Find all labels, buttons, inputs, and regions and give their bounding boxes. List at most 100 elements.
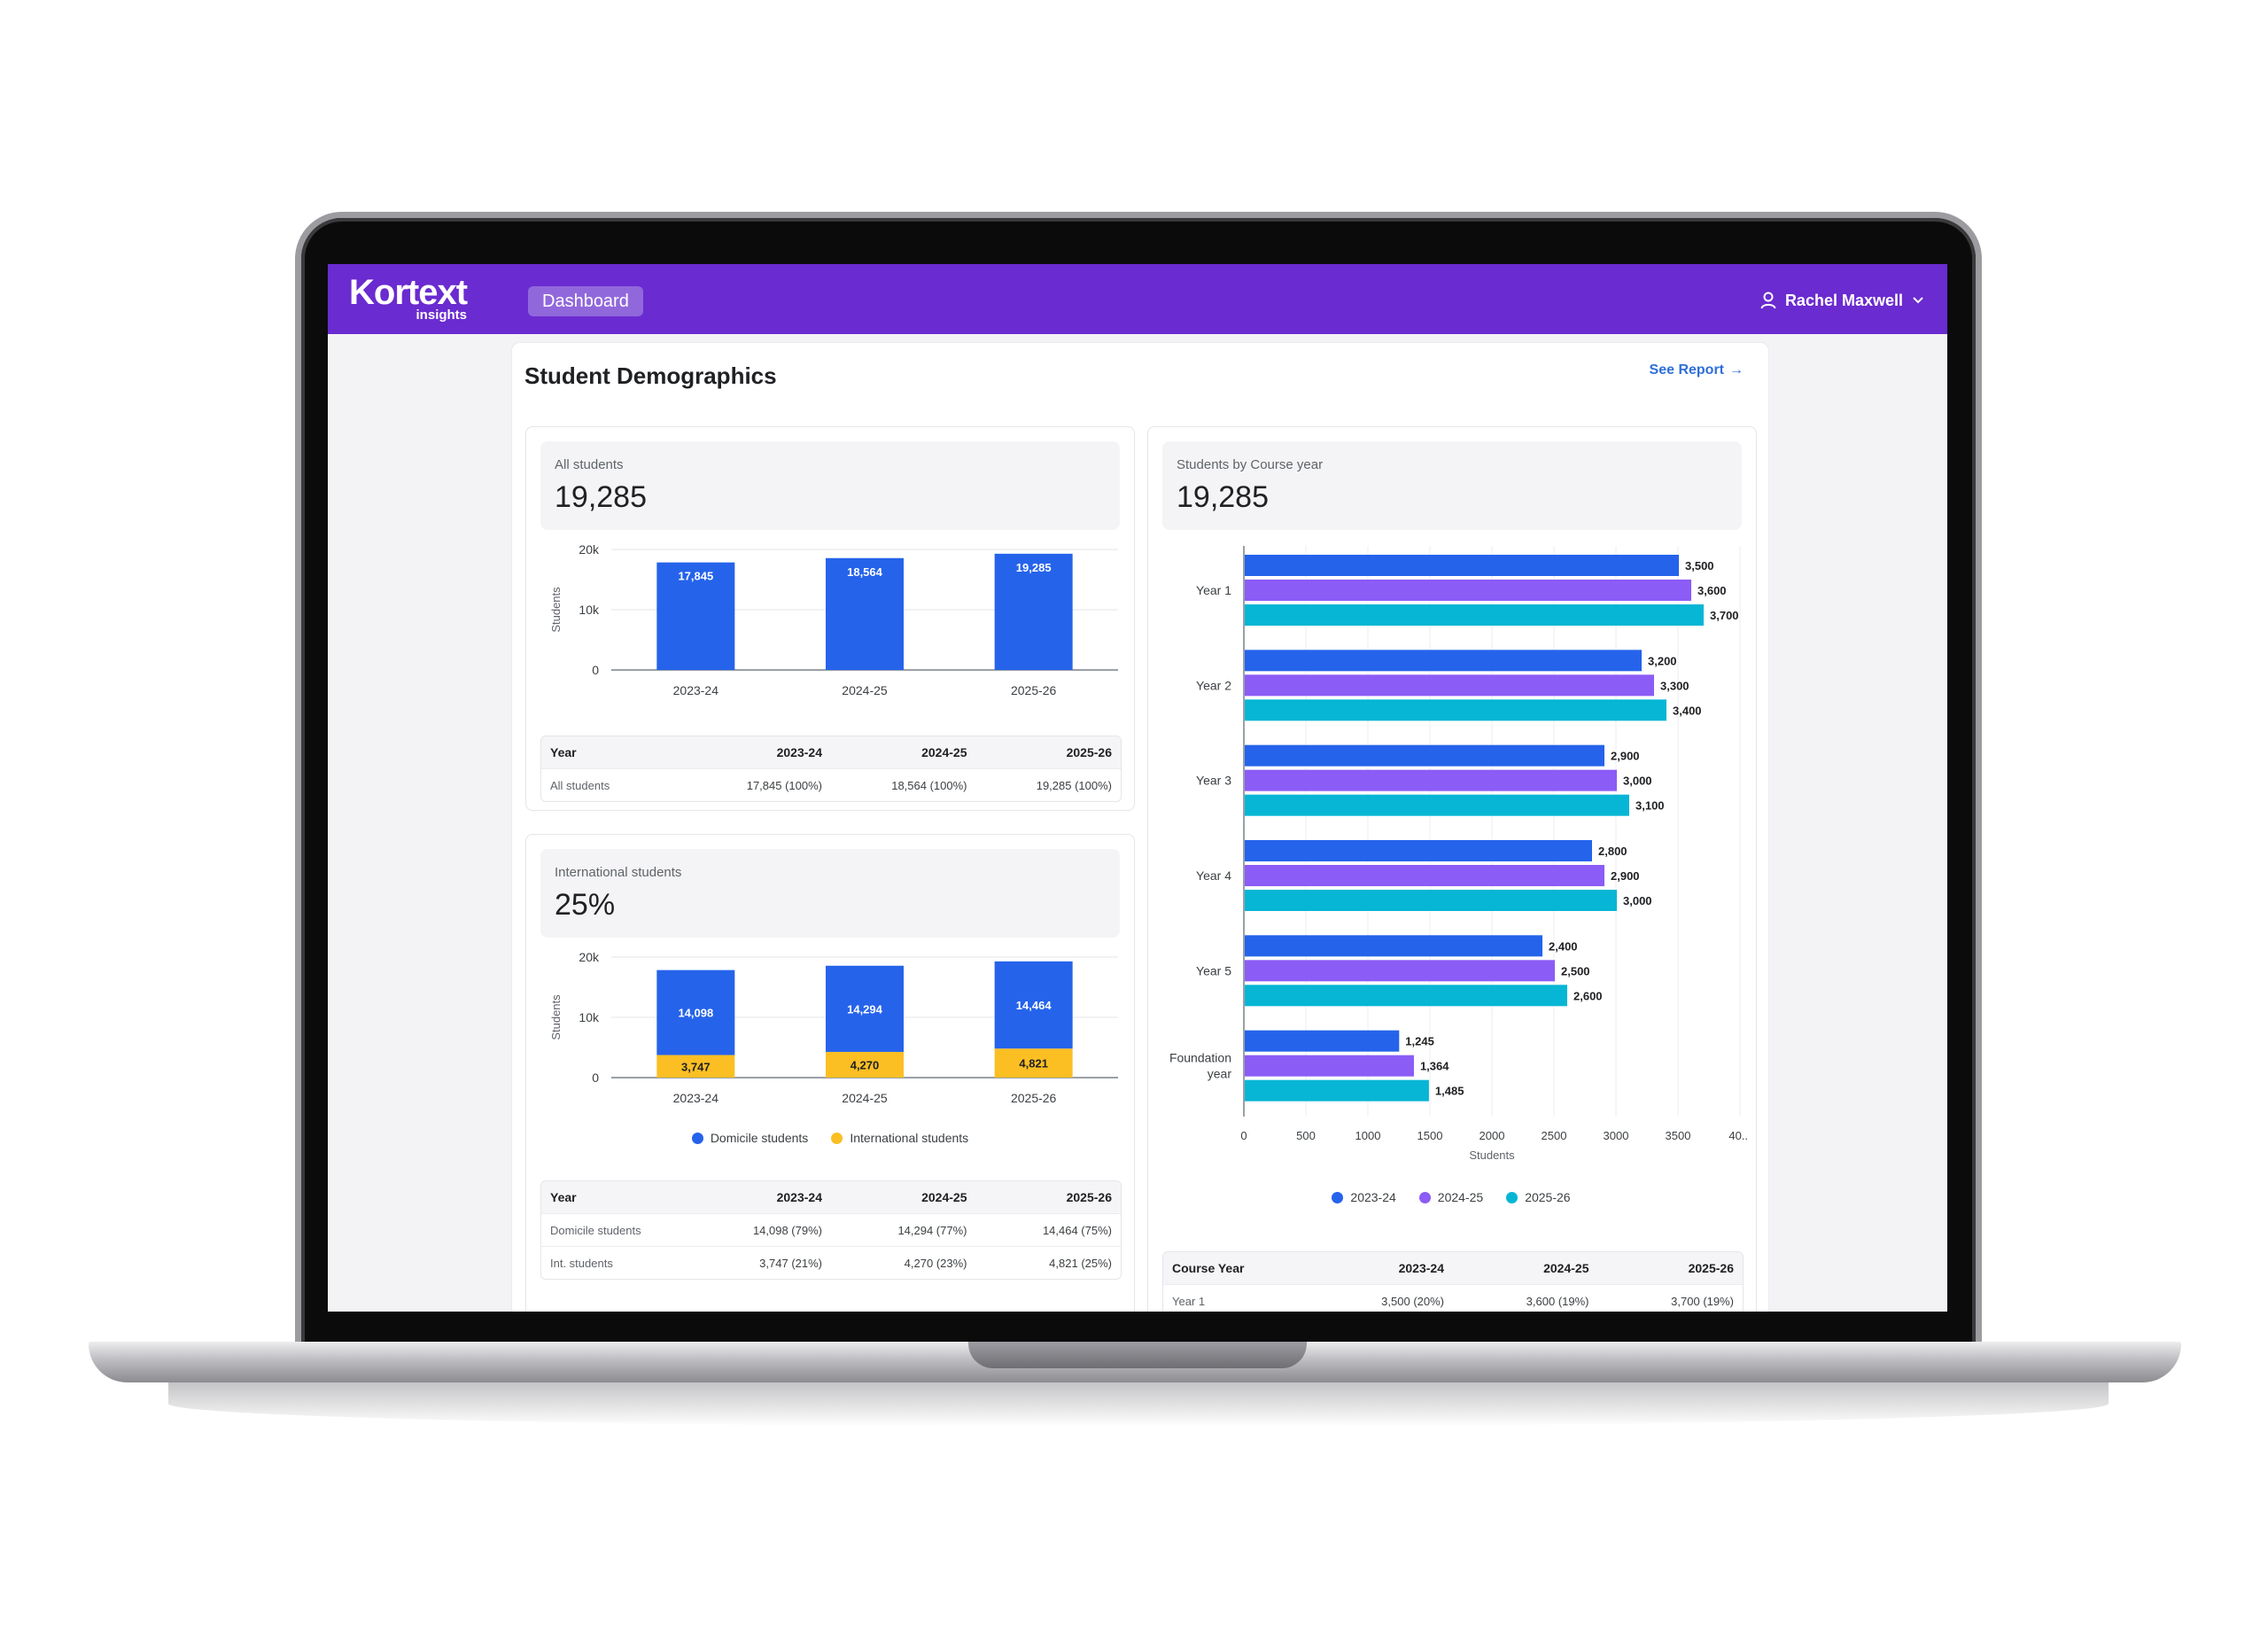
- y-tick-label: Year 5: [1196, 963, 1231, 977]
- x-tick-label: 2500: [1542, 1129, 1567, 1142]
- see-report-link[interactable]: See Report →: [1650, 362, 1744, 378]
- bar-segment: [656, 1055, 735, 1078]
- bar-value-label: 1,245: [1405, 1035, 1434, 1048]
- bar: [826, 557, 904, 670]
- all-students-chart: 0 10k 20k Students 2023-24 17,845 2024-25 18,56…: [549, 542, 1118, 697]
- table-header: Year: [541, 1181, 687, 1214]
- bar-value-label: 17,845: [678, 570, 713, 583]
- y-tick-label: 0: [592, 1071, 599, 1085]
- bar-value-label: 14,464: [1016, 999, 1052, 1012]
- bar: [1245, 935, 1542, 957]
- table-cell: 14,098 (79%): [686, 1213, 831, 1247]
- table-cell: 3,747 (21%): [686, 1246, 831, 1279]
- bar-value-label: 2,400: [1549, 939, 1578, 953]
- bar-value-label: 3,400: [1673, 704, 1702, 717]
- table-header: 2024-25: [831, 1181, 976, 1214]
- logo-subtitle: insights: [416, 308, 468, 323]
- course-year-chart: 0 500 1000 1500 2000 2500 3000 3500 40... Student…: [1169, 546, 1749, 1161]
- table-row: All students 17,845 (100%) 18,564 (100%)…: [541, 768, 1121, 801]
- all-students-panel: All students 19,285 0 10k 20k Students 2023-…: [525, 426, 1135, 811]
- international-students-panel: International students 25% 0 10k 20k Studen…: [525, 834, 1135, 1312]
- table-header: 2023-24: [686, 736, 831, 769]
- x-tick-label: 40...: [1728, 1129, 1749, 1142]
- arrow-right-icon: →: [1729, 362, 1744, 378]
- x-tick-label: 500: [1296, 1129, 1316, 1142]
- bar-segment: [826, 965, 904, 1052]
- table-header: Year: [541, 736, 687, 769]
- legend-label: International students: [850, 1131, 969, 1145]
- table-header: 2023-24: [686, 1181, 831, 1214]
- bar: [1245, 960, 1555, 982]
- bar-value-label: 18,564: [847, 565, 883, 579]
- student-demographics-card: Student Demographics See Report → All st…: [511, 342, 1769, 1312]
- course-year-stat: Students by Course year 19,285: [1162, 441, 1742, 530]
- x-tick-label: 2025-26: [1011, 683, 1057, 697]
- bar: [1245, 1079, 1429, 1102]
- x-tick-label: 2024-25: [842, 1091, 888, 1105]
- user-icon: [1760, 292, 1776, 309]
- legend-label: Domicile students: [710, 1131, 809, 1145]
- stat-value: 19,285: [1177, 480, 1269, 514]
- kortext-logo[interactable]: Kortext insights: [349, 273, 468, 323]
- bar-value-label: 2,900: [1611, 869, 1640, 883]
- bar-value-label: 1,485: [1435, 1085, 1464, 1098]
- table-cell: Year 1: [1163, 1284, 1309, 1312]
- y-tick-label: 10k: [579, 1010, 600, 1024]
- table-row: Year 1 3,500 (20%) 3,600 (19%) 3,700 (19…: [1163, 1284, 1743, 1312]
- legend-item-2023[interactable]: 2023-24: [1332, 1190, 1396, 1204]
- user-menu[interactable]: Rachel Maxwell: [1760, 287, 1924, 314]
- international-legend: Domicile students International students: [540, 1131, 1120, 1145]
- x-tick-label: 3500: [1666, 1129, 1691, 1142]
- table-cell: 14,294 (77%): [831, 1213, 976, 1247]
- bar: [1245, 865, 1604, 886]
- table-cell: 3,700 (19%): [1597, 1284, 1743, 1312]
- x-tick-label: 2025-26: [1011, 1091, 1057, 1105]
- y-tick-label: 20k: [579, 542, 600, 557]
- legend-label: 2024-25: [1437, 1190, 1484, 1204]
- legend-dot: [1332, 1191, 1344, 1203]
- legend-item-international[interactable]: International students: [831, 1131, 968, 1145]
- see-report-label: See Report: [1649, 362, 1724, 378]
- table-header: 2025-26: [975, 1181, 1121, 1214]
- course-year-panel: Students by Course year 19,285 0 500 1000 1…: [1147, 426, 1757, 1312]
- laptop-notch: [968, 1342, 1307, 1368]
- bar: [656, 562, 735, 670]
- legend-item-2024[interactable]: 2024-25: [1418, 1190, 1484, 1204]
- table-cell: 3,600 (19%): [1453, 1284, 1598, 1312]
- bar-value-label: 3,700: [1710, 609, 1739, 622]
- y-tick-label: Year 4: [1196, 868, 1231, 883]
- stat-label: Students by Course year: [1177, 457, 1324, 472]
- table-cell: 14,464 (75%): [975, 1213, 1121, 1247]
- all-students-table: Year 2023-24 2024-25 2025-26 All student…: [540, 736, 1122, 802]
- table-row: Int. students 3,747 (21%) 4,270 (23%) 4,…: [541, 1246, 1121, 1279]
- course-year-table: Course Year 2023-24 2024-25 2025-26 Year…: [1162, 1251, 1744, 1312]
- bar-value-label: 2,500: [1561, 964, 1590, 977]
- legend-dot: [691, 1132, 703, 1144]
- table-header: 2024-25: [831, 736, 976, 769]
- table-header-row: Course Year 2023-24 2024-25 2025-26: [1163, 1252, 1743, 1285]
- all-students-stat: All students 19,285: [540, 441, 1120, 530]
- y-tick-label: 10k: [579, 603, 600, 617]
- table-cell: 17,845 (100%): [686, 768, 831, 801]
- course-year-legend: 2023-24 2024-25 2025-26: [1161, 1190, 1741, 1204]
- legend-item-domicile[interactable]: Domicile students: [691, 1131, 809, 1145]
- bar-value-label: 2,600: [1573, 989, 1603, 1002]
- bar: [1245, 744, 1604, 767]
- bar: [994, 553, 1073, 670]
- y-tick-label: Year 1: [1196, 583, 1231, 597]
- chevron-down-icon: [1912, 296, 1924, 305]
- bar-value-label: 14,098: [678, 1007, 713, 1020]
- bar-value-label: 2,900: [1611, 750, 1640, 763]
- table-cell: Int. students: [541, 1246, 687, 1279]
- x-tick-label: 1000: [1355, 1129, 1381, 1142]
- table-header-row: Year 2023-24 2024-25 2025-26: [541, 736, 1121, 769]
- bar: [1245, 699, 1666, 721]
- table-header: 2023-24: [1308, 1252, 1453, 1285]
- screen: Kortext insights Dashboard Rachel Maxwel…: [328, 264, 1947, 1312]
- table-cell: 3,500 (20%): [1308, 1284, 1453, 1312]
- laptop-shadow: [168, 1381, 2109, 1427]
- legend-item-2025[interactable]: 2025-26: [1506, 1190, 1571, 1204]
- bar: [1245, 674, 1654, 697]
- dashboard-nav-button[interactable]: Dashboard: [528, 286, 643, 316]
- legend-dot: [831, 1132, 843, 1144]
